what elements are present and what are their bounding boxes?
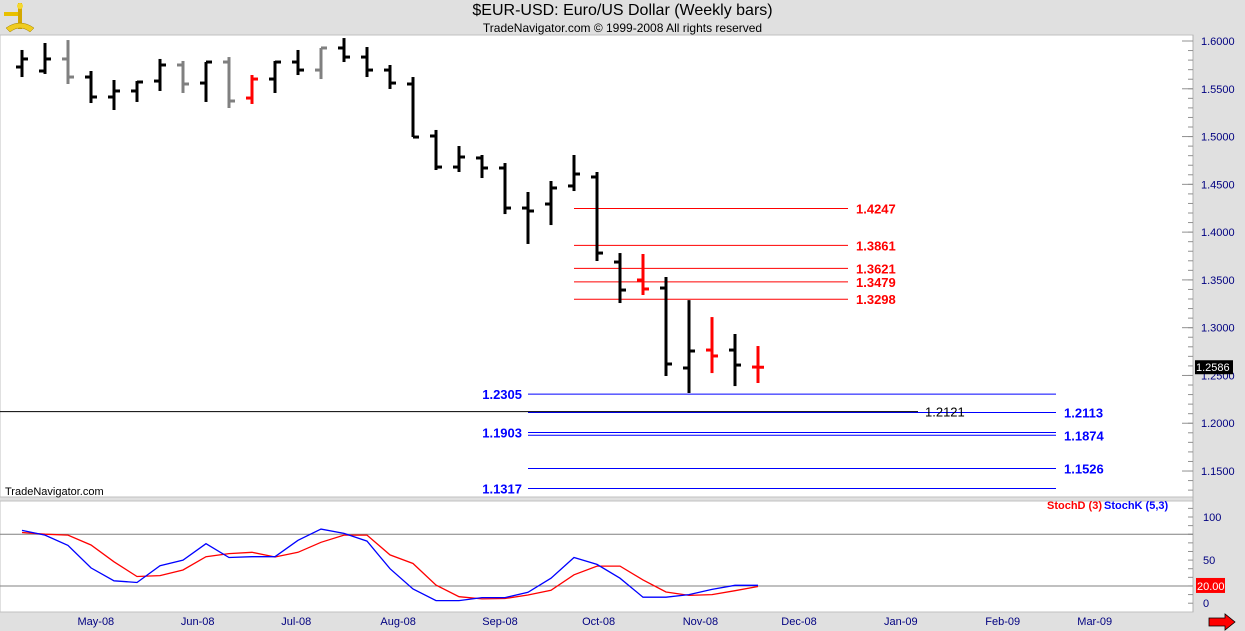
price-tick-label: 1.6000 bbox=[1201, 36, 1235, 48]
chart-header: $EUR-USD: Euro/US Dollar (Weekly bars) T… bbox=[0, 0, 1245, 35]
stochastic-panel bbox=[0, 500, 1194, 613]
ohlc-bar bbox=[131, 80, 143, 102]
price-tick-label: 1.5000 bbox=[1201, 132, 1235, 144]
ohlc-bar bbox=[752, 346, 764, 384]
ohlc-bar bbox=[85, 71, 97, 104]
stoch-tick-label: 50 bbox=[1203, 555, 1215, 567]
ohlc-bar bbox=[614, 253, 626, 304]
x-tick-label: Dec-08 bbox=[781, 616, 816, 628]
x-tick-label: Jun-08 bbox=[181, 616, 215, 628]
ohlc-bar bbox=[269, 60, 281, 93]
price-tick-label: 1.4500 bbox=[1201, 179, 1235, 191]
ohlc-bar bbox=[430, 129, 442, 171]
legend-stochd: StochD (3) bbox=[1047, 500, 1102, 512]
resistance-label: 1.3861 bbox=[856, 238, 896, 253]
ohlc-bar bbox=[292, 49, 304, 76]
ohlc-bar bbox=[16, 49, 28, 78]
ohlc-bar bbox=[637, 254, 649, 295]
ohlc-bar bbox=[476, 155, 488, 179]
ohlc-bar bbox=[223, 57, 235, 108]
price-tick-label: 1.1500 bbox=[1201, 466, 1235, 478]
right-axis-panel bbox=[1193, 35, 1245, 612]
resistance-label: 1.3479 bbox=[856, 275, 896, 290]
sextant-icon bbox=[4, 3, 35, 33]
x-tick-label: Sep-08 bbox=[482, 616, 517, 628]
x-tick-label: Jul-08 bbox=[281, 616, 311, 628]
support-label-left: 1.2305 bbox=[482, 387, 522, 402]
support-label-left: 1.1903 bbox=[482, 426, 522, 441]
support-label-right: 1.1526 bbox=[1064, 462, 1104, 477]
stochk-line bbox=[21, 528, 758, 602]
copyright-subtitle: TradeNavigator.com © 1999-2008 All right… bbox=[482, 21, 763, 35]
resistance-label: 1.4247 bbox=[856, 202, 896, 217]
watermark-text: TradeNavigator.com bbox=[5, 486, 104, 498]
ohlc-bar bbox=[338, 38, 350, 63]
ohlc-bar bbox=[39, 43, 51, 74]
ohlc-bar bbox=[591, 172, 603, 261]
ohlc-bar bbox=[108, 79, 120, 110]
support-label-right: 1.2113 bbox=[1064, 405, 1103, 420]
price-tick-label: 1.2000 bbox=[1201, 418, 1235, 430]
ohlc-bar bbox=[361, 47, 373, 78]
legend-stochk: StochK (5,3) bbox=[1104, 500, 1169, 512]
support-label-left: 1.1317 bbox=[482, 482, 522, 497]
ohlc-bar bbox=[177, 60, 189, 93]
price-tick-label: 1.4000 bbox=[1201, 227, 1235, 239]
stoch-level-marker-label: 20.00 bbox=[1197, 581, 1225, 593]
ohlc-bar bbox=[499, 163, 511, 215]
ohlc-bar bbox=[62, 40, 74, 85]
stoch-tick-label: 100 bbox=[1203, 512, 1221, 524]
ohlc-bar bbox=[315, 46, 327, 80]
ohlc-bar bbox=[729, 333, 741, 387]
chart-title: $EUR-USD: Euro/US Dollar (Weekly bars) bbox=[472, 2, 773, 19]
ohlc-bar bbox=[384, 64, 396, 89]
resistance-label: 1.3298 bbox=[856, 292, 896, 307]
price-tick-label: 1.5500 bbox=[1201, 84, 1235, 96]
price-tick-label: 1.3500 bbox=[1201, 275, 1235, 287]
ohlc-bar bbox=[246, 75, 258, 104]
x-tick-label: May-08 bbox=[78, 616, 115, 628]
ohlc-bar bbox=[154, 58, 166, 91]
price-tick-label: 1.3000 bbox=[1201, 323, 1235, 335]
x-tick-label: Mar-09 bbox=[1077, 616, 1112, 628]
stoch-tick-label: 0 bbox=[1203, 598, 1209, 610]
horizontal-line-label: 1.2121 bbox=[925, 405, 965, 420]
price-panel bbox=[0, 34, 1194, 498]
x-tick-label: Oct-08 bbox=[582, 616, 615, 628]
ohlc-bar bbox=[407, 77, 419, 139]
x-tick-label: Aug-08 bbox=[380, 616, 415, 628]
x-tick-label: Feb-09 bbox=[985, 616, 1020, 628]
x-tick-label: Jan-09 bbox=[884, 616, 918, 628]
stoch-level-marker bbox=[1196, 577, 1225, 593]
ohlc-bar bbox=[706, 317, 718, 374]
ohlc-bar bbox=[200, 60, 212, 102]
red-arrow-right-icon[interactable] bbox=[1208, 613, 1236, 631]
ohlc-bar bbox=[522, 191, 534, 244]
ohlc-bar bbox=[545, 180, 557, 226]
ohlc-bar bbox=[683, 300, 695, 394]
support-label-right: 1.1874 bbox=[1064, 428, 1105, 443]
x-tick-label: Nov-08 bbox=[683, 616, 718, 628]
ohlc-bar bbox=[453, 146, 465, 173]
last-price-marker bbox=[1195, 360, 1233, 375]
last-price-label: 1.2586 bbox=[1196, 362, 1230, 374]
resistance-label: 1.3621 bbox=[856, 261, 896, 276]
ohlc-bar bbox=[568, 155, 580, 192]
ohlc-bar bbox=[660, 277, 672, 377]
